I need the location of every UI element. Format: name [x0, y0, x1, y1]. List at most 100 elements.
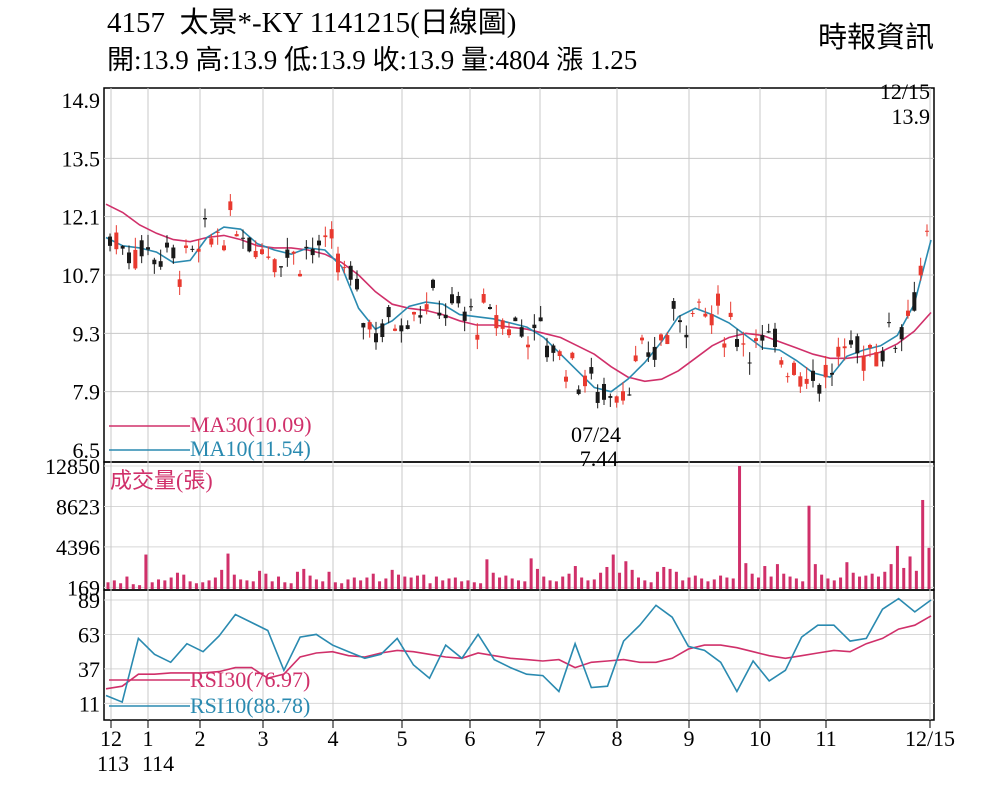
candle-body [380, 323, 385, 338]
x-tick-label: 6 [465, 726, 476, 751]
candle-body [304, 246, 309, 249]
candle-body [424, 304, 429, 310]
candle-body [165, 242, 169, 248]
candle-body [342, 267, 347, 269]
candle-body [551, 345, 556, 353]
volume-bar [630, 569, 634, 589]
volume-bar [618, 572, 622, 589]
volume-bar [864, 575, 868, 589]
candle-body [861, 355, 866, 371]
price-tick-label: 6.5 [73, 438, 101, 463]
volume-bar [472, 582, 476, 589]
volume-bar [251, 581, 255, 589]
candle-body [260, 249, 264, 255]
candle-body [443, 314, 448, 319]
volume-tick-label: 4396 [56, 535, 100, 560]
volume-bar [169, 577, 173, 589]
candle-body [412, 311, 416, 315]
volume-bar [744, 563, 748, 589]
x-tick-label: 5 [397, 726, 408, 751]
volume-bar [220, 569, 224, 589]
candle-body [906, 310, 910, 316]
candle-body [608, 396, 613, 398]
volume-bar [775, 564, 779, 589]
x-tick-label: 1 [143, 726, 154, 751]
candle-body [557, 351, 562, 357]
rsi30-line [105, 615, 932, 690]
volume-title: 成交量(張) [110, 468, 213, 493]
candle-body [272, 259, 277, 273]
candle-body [298, 273, 302, 277]
candle-body [665, 335, 670, 345]
volume-bar [548, 580, 552, 589]
volume-tick-label: 12850 [45, 454, 100, 479]
volume-bar [371, 573, 375, 589]
candle-body [469, 306, 473, 308]
candle-body [811, 370, 815, 381]
volume-bar [883, 571, 887, 589]
volume-bar [712, 579, 716, 589]
price-tick-label: 10.7 [62, 263, 101, 288]
candle-body [133, 249, 138, 269]
volume-bar [131, 584, 135, 589]
volume-bar [479, 583, 483, 589]
candle-body [640, 337, 644, 341]
volume-bar [542, 576, 546, 589]
volume-bar [106, 582, 110, 589]
candle-body [874, 352, 879, 367]
volume-bar [150, 582, 154, 589]
volume-bar [756, 577, 760, 589]
volume-bar [226, 553, 230, 589]
volume-bar [611, 554, 615, 589]
candle-body [646, 352, 651, 357]
candle-body [247, 237, 252, 252]
candle-body [177, 279, 182, 287]
last-date-label: 12/15 [880, 79, 930, 104]
volume-bar [258, 570, 262, 589]
volume-bar [453, 577, 457, 589]
candle-body [184, 245, 188, 248]
candle-body [868, 344, 872, 348]
candle-body [222, 245, 226, 251]
candle-body [355, 278, 359, 290]
rsi30-legend: RSI30(76.97) [190, 667, 310, 692]
candle-body [108, 236, 112, 246]
candle-body [241, 237, 245, 239]
volume-bar [194, 583, 198, 589]
volume-bar [807, 505, 811, 589]
volume-bar [207, 580, 211, 589]
volume-bar [649, 582, 653, 589]
volume-bar [270, 581, 274, 589]
volume-bar [340, 583, 344, 589]
x-tick-label: 10 [749, 726, 771, 751]
quote-line: 開:13.9 高:13.9 低:13.9 收:13.9 量:4804 漲 1.2… [107, 45, 638, 75]
volume-bar [460, 581, 464, 589]
candle-body [627, 394, 632, 396]
volume-bar [523, 581, 527, 589]
volume-bar [302, 568, 306, 589]
candle-body [209, 238, 214, 245]
candle-body [456, 296, 461, 304]
volume-bar [441, 580, 445, 589]
candle-body [576, 389, 581, 394]
candle-body [494, 315, 499, 329]
volume-bar [788, 576, 792, 589]
volume-bar [498, 577, 502, 589]
volume-bar [308, 575, 312, 589]
candle-body [703, 313, 708, 317]
volume-bar [384, 578, 388, 589]
volume-bar [409, 577, 413, 589]
volume-bar [403, 576, 407, 589]
candle-body [880, 350, 885, 362]
candle-body [830, 372, 834, 375]
x-tick-label: 4 [328, 726, 339, 751]
rsi-tick-label: 11 [79, 691, 100, 716]
candle-body [614, 396, 619, 403]
candle-body [374, 333, 378, 343]
candle-body [690, 313, 695, 315]
candle-body [887, 322, 891, 324]
volume-bar [466, 580, 470, 589]
volume-bar [163, 580, 167, 589]
x-tick-label: 9 [684, 726, 695, 751]
